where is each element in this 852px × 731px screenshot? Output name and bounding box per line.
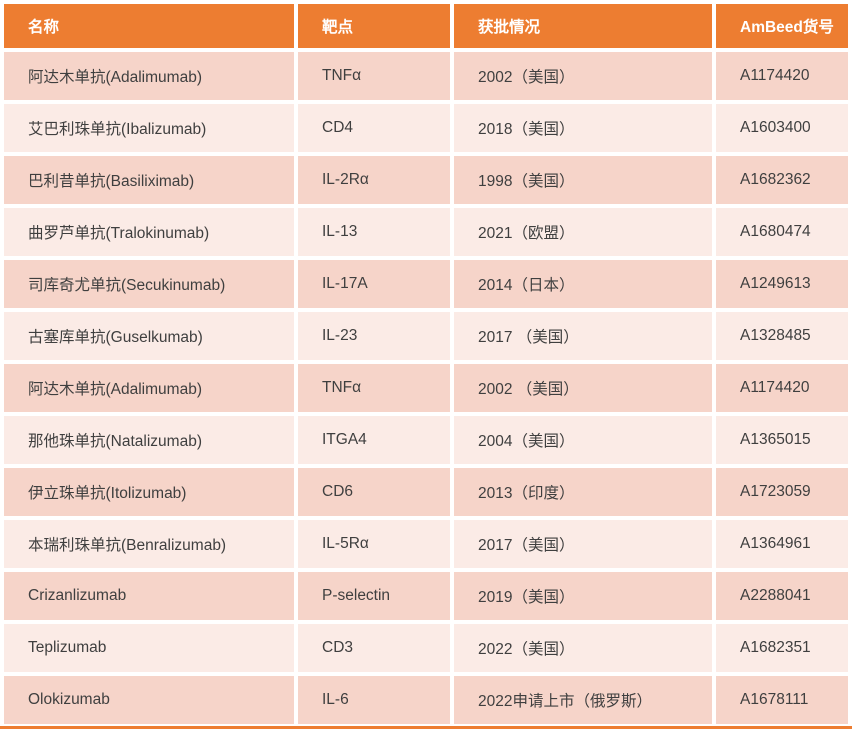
cell-sku: A1603400: [716, 104, 848, 152]
cell-name: 巴利昔单抗(Basiliximab): [4, 156, 294, 204]
cell-name: Crizanlizumab: [4, 572, 294, 620]
cell-approval: 2013（印度）: [454, 468, 712, 516]
cell-approval: 2002（美国）: [454, 52, 712, 100]
cell-sku: A1174420: [716, 364, 848, 412]
cell-sku: A1249613: [716, 260, 848, 308]
table-row: 伊立珠单抗(Itolizumab) CD6 2013（印度） A1723059: [4, 468, 848, 516]
cell-sku: A1364961: [716, 520, 848, 568]
cell-target: ITGA4: [298, 416, 450, 464]
header-row: 名称 靶点 获批情况 AmBeed货号: [4, 4, 848, 48]
cell-name: 艾巴利珠单抗(Ibalizumab): [4, 104, 294, 152]
cell-target: IL-5Rα: [298, 520, 450, 568]
cell-sku: A1682351: [716, 624, 848, 672]
table-bottom-border: [0, 726, 852, 729]
cell-approval: 2019（美国）: [454, 572, 712, 620]
column-header-2: 靶点: [298, 4, 450, 48]
cell-target: P-selectin: [298, 572, 450, 620]
table-row: Olokizumab IL-6 2022申请上市（俄罗斯） A1678111: [4, 676, 848, 724]
cell-name: 那他珠单抗(Natalizumab): [4, 416, 294, 464]
table-row: 曲罗芦单抗(Tralokinumab) IL-13 2021（欧盟） A1680474: [4, 208, 848, 256]
cell-sku: A1678111: [716, 676, 848, 724]
cell-target: IL-6: [298, 676, 450, 724]
table-row: 阿达木单抗(Adalimumab) TNFα 2002 （美国） A1174420: [4, 364, 848, 412]
cell-approval: 2022（美国）: [454, 624, 712, 672]
cell-target: IL-2Rα: [298, 156, 450, 204]
cell-name: 伊立珠单抗(Itolizumab): [4, 468, 294, 516]
cell-approval: 2014（日本）: [454, 260, 712, 308]
table-row: Crizanlizumab P-selectin 2019（美国） A2288041: [4, 572, 848, 620]
cell-name: 阿达木单抗(Adalimumab): [4, 364, 294, 412]
table-body: 阿达木单抗(Adalimumab) TNFα 2002（美国） A1174420 艾巴利…: [4, 52, 848, 724]
cell-approval: 2021（欧盟）: [454, 208, 712, 256]
cell-target: TNFα: [298, 364, 450, 412]
cell-approval: 2004（美国）: [454, 416, 712, 464]
cell-target: IL-23: [298, 312, 450, 360]
cell-target: IL-13: [298, 208, 450, 256]
table-row: Teplizumab CD3 2022（美国） A1682351: [4, 624, 848, 672]
cell-sku: A1680474: [716, 208, 848, 256]
cell-sku: A2288041: [716, 572, 848, 620]
cell-name: 古塞库单抗(Guselkumab): [4, 312, 294, 360]
table-header: 名称 靶点 获批情况 AmBeed货号: [4, 4, 848, 48]
column-header-1: 名称: [4, 4, 294, 48]
cell-sku: A1174420: [716, 52, 848, 100]
cell-name: Teplizumab: [4, 624, 294, 672]
table-row: 阿达木单抗(Adalimumab) TNFα 2002（美国） A1174420: [4, 52, 848, 100]
cell-approval: 2018（美国）: [454, 104, 712, 152]
cell-name: 本瑞利珠单抗(Benralizumab): [4, 520, 294, 568]
table-row: 司库奇尤单抗(Secukinumab) IL-17A 2014（日本） A124961…: [4, 260, 848, 308]
cell-name: 司库奇尤单抗(Secukinumab): [4, 260, 294, 308]
cell-approval: 2002 （美国）: [454, 364, 712, 412]
cell-approval: 2017 （美国）: [454, 312, 712, 360]
table-row: 古塞库单抗(Guselkumab) IL-23 2017 （美国） A1328485: [4, 312, 848, 360]
cell-target: CD4: [298, 104, 450, 152]
column-header-3: 获批情况: [454, 4, 712, 48]
cell-target: CD3: [298, 624, 450, 672]
cell-target: CD6: [298, 468, 450, 516]
column-header-4: AmBeed货号: [716, 4, 848, 48]
cell-name: 曲罗芦单抗(Tralokinumab): [4, 208, 294, 256]
cell-sku: A1328485: [716, 312, 848, 360]
cell-sku: A1365015: [716, 416, 848, 464]
table-row: 本瑞利珠单抗(Benralizumab) IL-5Rα 2017（美国） A13649…: [4, 520, 848, 568]
cell-approval: 2022申请上市（俄罗斯）: [454, 676, 712, 724]
table-row: 艾巴利珠单抗(Ibalizumab) CD4 2018（美国） A1603400: [4, 104, 848, 152]
cell-name: 阿达木单抗(Adalimumab): [4, 52, 294, 100]
cell-sku: A1723059: [716, 468, 848, 516]
cell-name: Olokizumab: [4, 676, 294, 724]
cell-approval: 2017（美国）: [454, 520, 712, 568]
cell-target: IL-17A: [298, 260, 450, 308]
table-row: 巴利昔单抗(Basiliximab) IL-2Rα 1998（美国） A1682362: [4, 156, 848, 204]
cell-approval: 1998（美国）: [454, 156, 712, 204]
cell-target: TNFα: [298, 52, 450, 100]
cell-sku: A1682362: [716, 156, 848, 204]
table-row: 那他珠单抗(Natalizumab) ITGA4 2004（美国） A1365015: [4, 416, 848, 464]
